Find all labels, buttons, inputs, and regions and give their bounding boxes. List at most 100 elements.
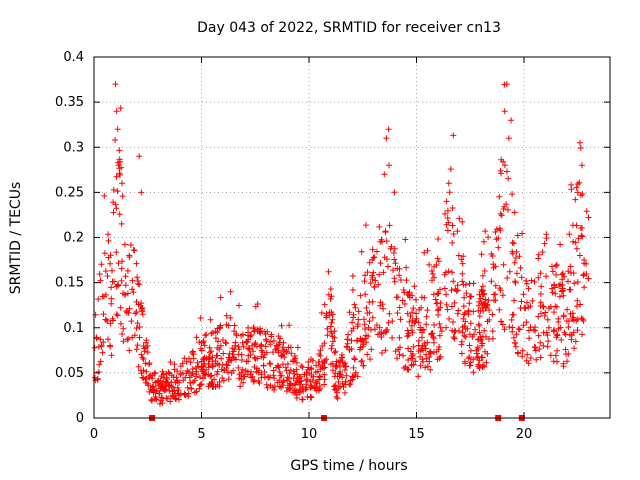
data-point	[422, 364, 429, 371]
data-point	[573, 245, 580, 252]
data-point	[162, 386, 169, 393]
x-tick-label: 10	[301, 427, 318, 442]
data-point	[488, 278, 495, 285]
data-point	[544, 316, 551, 323]
data-point	[104, 273, 111, 279]
data-point	[404, 333, 411, 340]
data-point	[389, 334, 396, 341]
data-point	[466, 342, 473, 349]
data-point	[113, 108, 120, 115]
data-point	[451, 299, 458, 306]
data-point	[316, 351, 323, 357]
data-point	[405, 345, 412, 352]
data-point	[239, 366, 246, 373]
data-point	[140, 356, 147, 363]
data-point	[553, 262, 559, 269]
data-point	[424, 339, 431, 346]
data-point	[409, 309, 416, 316]
data-point	[177, 391, 184, 398]
x-tick-label: 0	[90, 427, 98, 442]
data-point	[276, 339, 283, 346]
data-point	[236, 371, 243, 378]
data-point	[443, 301, 450, 308]
data-point	[346, 347, 353, 353]
data-point	[577, 225, 584, 231]
data-point	[366, 259, 373, 266]
data-point	[525, 327, 532, 334]
data-point	[472, 326, 479, 333]
data-point	[366, 318, 373, 325]
data-point	[220, 350, 227, 357]
data-point	[145, 382, 152, 389]
data-point	[567, 310, 574, 317]
data-point	[349, 376, 356, 383]
data-point	[324, 332, 331, 339]
data-point	[552, 303, 559, 310]
data-point	[424, 247, 431, 254]
data-point	[308, 383, 315, 390]
data-point	[479, 354, 486, 361]
data-point	[251, 354, 258, 361]
data-point	[129, 286, 136, 293]
data-point	[107, 260, 114, 267]
data-point	[228, 370, 235, 376]
data-point	[317, 347, 324, 354]
data-point	[583, 260, 589, 267]
data-point	[290, 368, 297, 375]
data-point	[403, 277, 410, 284]
data-point	[113, 173, 120, 180]
data-point	[374, 331, 381, 338]
data-point	[529, 297, 536, 304]
data-point	[557, 241, 564, 248]
data-point	[462, 334, 469, 340]
data-point	[479, 340, 486, 347]
data-point	[207, 316, 214, 323]
data-point	[504, 275, 511, 281]
data-point	[351, 301, 358, 308]
data-point	[342, 379, 349, 385]
data-point	[496, 193, 503, 200]
data-point	[402, 236, 409, 243]
data-point	[258, 353, 265, 360]
data-point	[392, 260, 399, 267]
data-point	[508, 316, 515, 323]
data-point	[223, 340, 230, 347]
data-point	[497, 227, 504, 234]
data-point	[417, 347, 424, 354]
data-point	[480, 291, 487, 298]
data-point	[305, 359, 312, 365]
data-point	[265, 374, 272, 381]
data-point	[511, 259, 518, 266]
data-point	[533, 356, 540, 363]
data-point	[395, 346, 402, 353]
data-point	[121, 291, 128, 298]
data-point	[113, 283, 120, 290]
data-point	[556, 283, 562, 289]
data-point	[141, 348, 148, 355]
data-point	[463, 290, 470, 297]
data-point	[405, 332, 412, 339]
data-point	[217, 342, 224, 349]
data-point	[527, 303, 534, 310]
data-point	[574, 316, 581, 323]
data-point	[267, 339, 274, 345]
data-point	[177, 363, 184, 370]
data-point	[135, 280, 141, 287]
data-point	[450, 278, 457, 285]
data-point	[126, 347, 133, 354]
data-point	[576, 139, 583, 146]
data-point	[224, 362, 231, 369]
data-point	[311, 385, 318, 392]
data-point	[571, 280, 578, 287]
data-point	[397, 316, 404, 323]
data-point	[535, 313, 542, 320]
data-point	[532, 344, 539, 351]
data-point	[231, 346, 238, 353]
data-point	[549, 263, 555, 270]
data-point	[102, 316, 109, 323]
data-point	[555, 315, 562, 322]
data-point	[166, 382, 173, 389]
data-point	[396, 272, 403, 279]
data-point	[114, 188, 121, 195]
